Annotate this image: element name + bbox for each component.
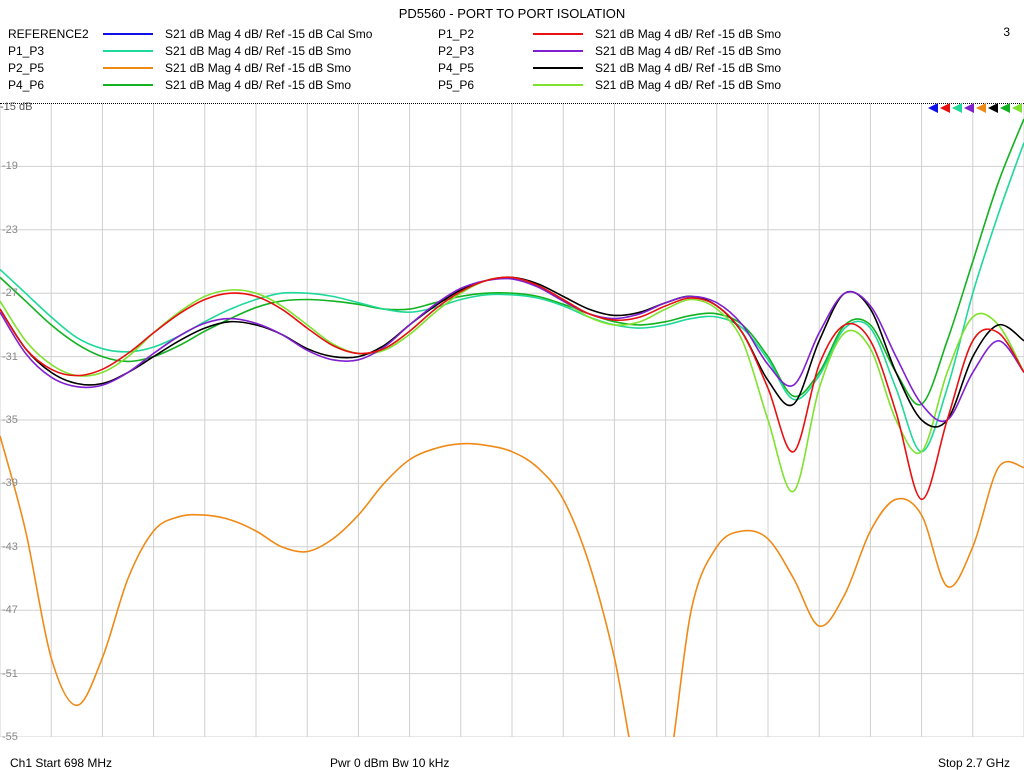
legend-trace-name: P1_P3 xyxy=(8,44,103,58)
trace-marker-icon xyxy=(1012,103,1022,113)
plot-area: -15 dB -19-23-27-31-35-39-43-47-51-55 xyxy=(0,103,1024,737)
legend-row: P2_P3 S21 dB Mag 4 dB/ Ref -15 dB Smo xyxy=(438,42,868,59)
legend-swatch xyxy=(103,33,153,35)
legend-row: P2_P5 S21 dB Mag 4 dB/ Ref -15 dB Smo xyxy=(8,59,438,76)
trace-marker-icon xyxy=(940,103,950,113)
legend-swatch xyxy=(533,84,583,86)
legend-trace-desc: S21 dB Mag 4 dB/ Ref -15 dB Smo xyxy=(595,78,868,92)
legend-swatch xyxy=(533,50,583,52)
legend-row: P1_P3 S21 dB Mag 4 dB/ Ref -15 dB Smo xyxy=(8,42,438,59)
legend-trace-desc: S21 dB Mag 4 dB/ Ref -15 dB Smo xyxy=(595,44,868,58)
ytick-label: -55 xyxy=(2,731,18,743)
trace-markers xyxy=(928,103,1022,113)
legend-col-1: REFERENCE2 S21 dB Mag 4 dB/ Ref -15 dB Ca… xyxy=(8,25,438,93)
grid xyxy=(0,103,1024,737)
legend-trace-name: P1_P2 xyxy=(438,27,533,41)
ytick-label: -51 xyxy=(2,668,18,680)
legend-trace-desc: S21 dB Mag 4 dB/ Ref -15 dB Smo xyxy=(165,61,438,75)
legend-trace-name: P2_P5 xyxy=(8,61,103,75)
scale-indicator: 3 xyxy=(1003,25,1010,39)
legend-trace-desc: S21 dB Mag 4 dB/ Ref -15 dB Smo xyxy=(595,61,868,75)
legend-swatch xyxy=(103,67,153,69)
legend-swatch xyxy=(533,33,583,35)
trace-marker-icon xyxy=(1000,103,1010,113)
legend-row: P4_P5 S21 dB Mag 4 dB/ Ref -15 dB Smo xyxy=(438,59,868,76)
legend-trace-desc: S21 dB Mag 4 dB/ Ref -15 dB Smo xyxy=(165,78,438,92)
ytick-label: -43 xyxy=(2,541,18,553)
ytick-label: -47 xyxy=(2,604,18,616)
legend: REFERENCE2 S21 dB Mag 4 dB/ Ref -15 dB Ca… xyxy=(0,25,1024,93)
ytick-label: -31 xyxy=(2,351,18,363)
ytick-label: -19 xyxy=(2,160,18,172)
legend-swatch xyxy=(103,84,153,86)
legend-col-2: P1_P2S21 dB Mag 4 dB/ Ref -15 dB SmoP2_P… xyxy=(438,25,868,93)
trace-marker-icon xyxy=(976,103,986,113)
legend-trace-desc: S21 dB Mag 4 dB/ Ref -15 dB Cal Smo xyxy=(165,27,438,41)
legend-row: P4_P6 S21 dB Mag 4 dB/ Ref -15 dB Smo xyxy=(8,76,438,93)
trace-marker-icon xyxy=(964,103,974,113)
legend-trace-name: REFERENCE2 xyxy=(8,27,103,41)
legend-swatch xyxy=(103,50,153,52)
reference-line-indicator xyxy=(0,103,1024,104)
reference-label: -15 dB xyxy=(0,101,32,113)
legend-trace-name: P5_P6 xyxy=(438,78,533,92)
legend-row: REFERENCE2 S21 dB Mag 4 dB/ Ref -15 dB Ca… xyxy=(8,25,438,42)
chart-title: PD5560 - PORT TO PORT ISOLATION xyxy=(0,0,1024,25)
legend-swatch xyxy=(533,67,583,69)
legend-trace-name: P4_P5 xyxy=(438,61,533,75)
trace-marker-icon xyxy=(988,103,998,113)
trace-marker-icon xyxy=(952,103,962,113)
legend-trace-desc: S21 dB Mag 4 dB/ Ref -15 dB Smo xyxy=(165,44,438,58)
ytick-label: -35 xyxy=(2,414,18,426)
legend-row: P5_P6 S21 dB Mag 4 dB/ Ref -15 dB Smo xyxy=(438,76,868,93)
legend-row: P1_P2 S21 dB Mag 4 dB/ Ref -15 dB Smo xyxy=(438,25,868,42)
legend-trace-name: P2_P3 xyxy=(438,44,533,58)
ytick-label: -27 xyxy=(2,287,18,299)
ytick-label: -39 xyxy=(2,477,18,489)
legend-trace-desc: S21 dB Mag 4 dB/ Ref -15 dB Smo xyxy=(595,27,868,41)
ytick-label: -23 xyxy=(2,224,18,236)
trace-marker-icon xyxy=(928,103,938,113)
legend-trace-name: P4_P6 xyxy=(8,78,103,92)
chart-svg xyxy=(0,103,1024,737)
